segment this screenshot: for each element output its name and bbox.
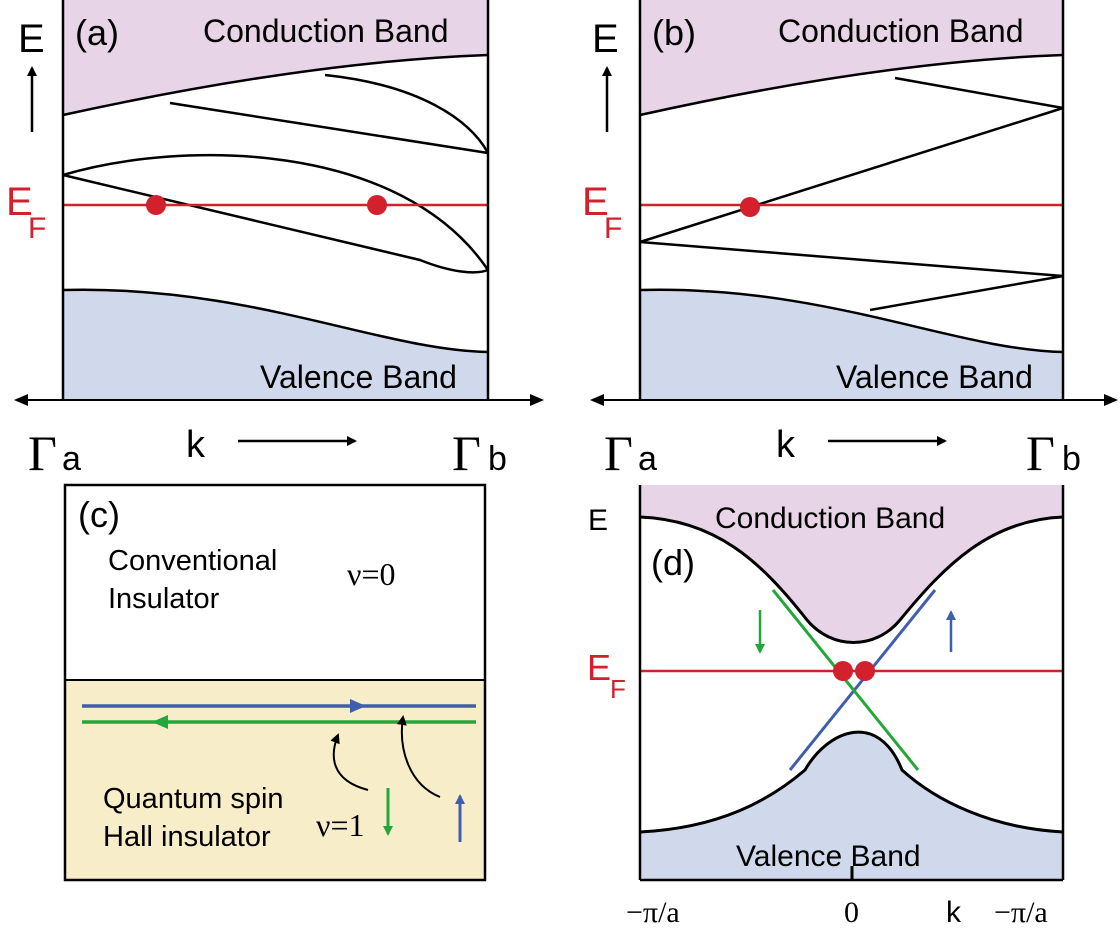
fermi-level-label: E (6, 180, 33, 224)
panel-c: (c) Conventional Insulator ν=0 Quantum s… (63, 483, 487, 882)
k-axis-left-arrowhead (14, 394, 28, 406)
spin-up-direction-arrowhead (350, 699, 366, 713)
k-axis-right-arrowhead (1104, 394, 1118, 406)
gamma-a-label: Γ (28, 425, 57, 481)
fermi-crossing-dot (367, 195, 387, 215)
qsh-label-line2: Hall insulator (103, 821, 271, 853)
panel-d: E (d) Conduction Band Valence Band E F −… (587, 485, 1065, 929)
valence-band-region (640, 289, 1063, 400)
tick-label-left: −π/a (626, 896, 680, 929)
k-label: k (186, 424, 206, 466)
fermi-level-label: E (582, 180, 609, 224)
conduction-band-label: Conduction Band (203, 13, 449, 49)
fermi-level-label: E (587, 647, 611, 688)
panel-c-frame (63, 483, 487, 882)
fermi-crossing-dot (855, 661, 875, 681)
conventional-label-line1: Conventional (108, 545, 277, 577)
fermi-level-subscript: F (610, 674, 626, 704)
energy-axis-label: E (588, 504, 608, 537)
conduction-band-edge (62, 53, 489, 117)
valence-band-label: Valence Band (836, 359, 1033, 395)
fermi-level-subscript: F (28, 212, 46, 245)
k-axis-left-arrowhead (590, 394, 604, 406)
spin-down-direction-arrowhead (152, 715, 168, 729)
conduction-band-region (640, 0, 1063, 115)
qsh-label-line1: Quantum spin (103, 783, 284, 815)
tick-label-k: k (946, 896, 962, 929)
fermi-crossing-dot (833, 661, 853, 681)
panel-tag: (b) (652, 12, 696, 53)
surface-states (639, 76, 1064, 312)
conduction-band-label: Conduction Band (715, 502, 945, 535)
qsh-insulator-region (65, 680, 485, 880)
valence-band-label: Valence Band (260, 359, 457, 395)
tick-label-right: −π/a (994, 896, 1048, 929)
conduction-band-edge (639, 515, 1064, 644)
conventional-label-line2: Insulator (108, 583, 220, 615)
valence-band-edge (639, 288, 1064, 354)
conduction-band-region (640, 485, 1063, 643)
gamma-a-label: Γ (604, 425, 633, 481)
gamma-b-subscript: b (1062, 440, 1081, 478)
valence-band-edge (62, 288, 489, 354)
k-label: k (776, 424, 796, 466)
gamma-b-label: Γ (452, 425, 481, 481)
valence-band-label: Valence Band (736, 840, 921, 873)
valence-band-region (640, 732, 1063, 880)
panel-tag: (d) (651, 542, 695, 583)
energy-axis-label: E (18, 17, 45, 61)
gamma-b-label: Γ (1026, 425, 1055, 481)
energy-axis-label: E (592, 17, 619, 61)
k-axis-right-arrowhead (530, 394, 544, 406)
z2-invariant-label: ν=0 (347, 556, 396, 592)
scattering-arrow (330, 733, 369, 791)
conduction-band-region (63, 0, 488, 115)
conduction-band-edge (639, 53, 1064, 117)
gamma-b-subscript: b (488, 440, 507, 478)
scattering-arrow (396, 715, 441, 798)
z2-invariant-label: ν=1 (316, 807, 365, 843)
valence-band-region (63, 289, 488, 400)
conduction-band-label: Conduction Band (778, 13, 1024, 49)
valence-band-edge (639, 730, 1064, 834)
fermi-crossing-dot (740, 197, 760, 217)
surface-states (62, 73, 490, 274)
panel-tag: (c) (78, 494, 120, 535)
panel-b: E (b) Conduction Band Valence Band E F Γ… (582, 0, 1118, 481)
tick-label-zero: 0 (844, 896, 859, 929)
panel-tag: (a) (75, 12, 119, 53)
fermi-level-subscript: F (604, 212, 622, 245)
panel-a: E (a) Conduction Band Valence Band E F Γ… (6, 0, 544, 481)
gamma-a-subscript: a (62, 440, 81, 478)
fermi-crossing-dot (146, 195, 166, 215)
gamma-a-subscript: a (638, 440, 657, 478)
